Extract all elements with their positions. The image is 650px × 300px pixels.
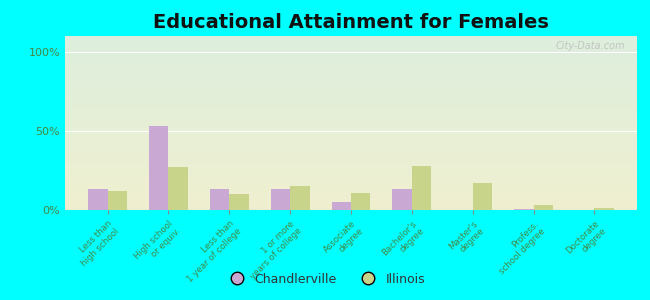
Bar xyxy=(514,209,534,210)
Bar xyxy=(351,193,370,210)
Bar xyxy=(534,205,553,210)
Bar xyxy=(412,166,432,210)
Text: City-Data.com: City-Data.com xyxy=(556,41,625,51)
Bar xyxy=(149,126,168,210)
Bar xyxy=(332,202,351,210)
Bar xyxy=(473,183,492,210)
Bar xyxy=(210,189,229,210)
Bar xyxy=(229,194,249,210)
Bar xyxy=(290,186,309,210)
Bar xyxy=(168,167,188,210)
Bar xyxy=(108,191,127,210)
Bar xyxy=(393,189,412,210)
Legend: Chandlerville, Illinois: Chandlerville, Illinois xyxy=(220,268,430,291)
Title: Educational Attainment for Females: Educational Attainment for Females xyxy=(153,13,549,32)
Bar xyxy=(594,208,614,210)
Bar xyxy=(88,189,108,210)
Bar xyxy=(270,189,290,210)
